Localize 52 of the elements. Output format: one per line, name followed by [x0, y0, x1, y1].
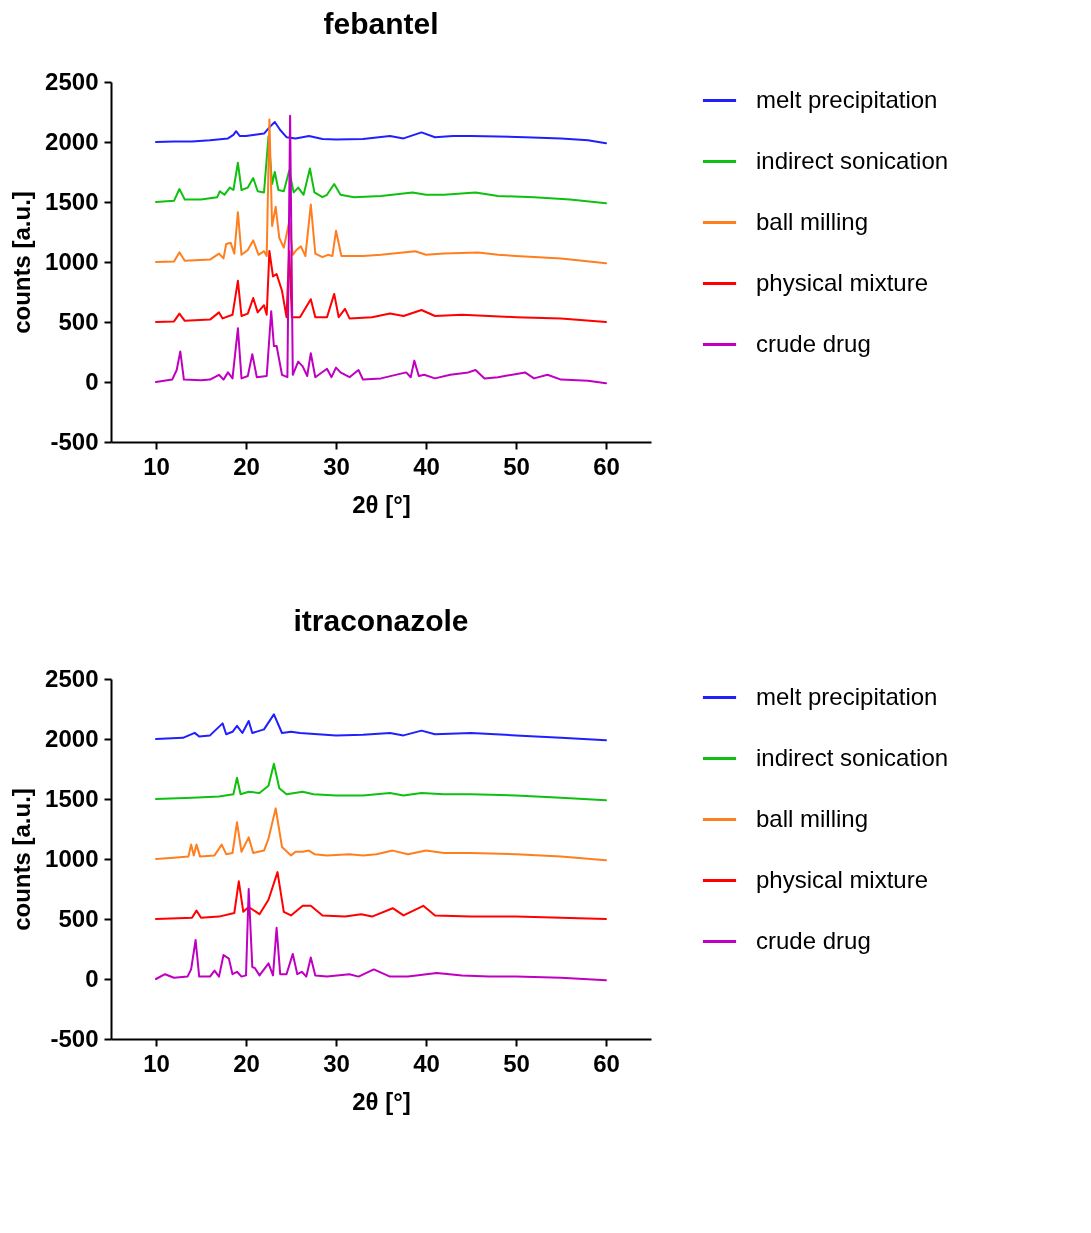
x-tick-label: 20	[233, 1049, 260, 1077]
line-series	[155, 807, 607, 862]
y-tick-label: 2000	[45, 127, 99, 155]
line-series	[155, 118, 607, 265]
line-series	[155, 762, 607, 802]
x-tick-label: 40	[413, 1049, 440, 1077]
x-tick-label: 60	[593, 452, 620, 480]
y-tick-label: -500	[50, 1024, 99, 1052]
y-tick-label: 2500	[45, 67, 99, 95]
y-tick-label: 0	[85, 367, 99, 395]
y-axis-title: counts [a.u.]	[8, 191, 36, 334]
x-tick-label: 50	[503, 452, 530, 480]
legend-label: indirect sonication	[756, 743, 949, 771]
y-tick-label: 1000	[45, 844, 99, 872]
y-tick-label: 500	[58, 307, 99, 335]
chart-title: itraconazole	[293, 604, 469, 637]
line-series	[155, 871, 607, 920]
chart-title: febantel	[323, 7, 439, 40]
x-tick-label: 30	[323, 452, 350, 480]
y-tick-label: 1500	[45, 187, 99, 215]
line-series	[155, 888, 607, 982]
line-series	[155, 114, 607, 385]
y-tick-label: 0	[85, 964, 99, 992]
y-tick-label: -500	[50, 427, 99, 455]
x-axis-title: 2θ [°]	[352, 490, 411, 518]
x-tick-label: 50	[503, 1049, 530, 1077]
line-series	[155, 713, 607, 742]
x-tick-label: 20	[233, 452, 260, 480]
line-series	[155, 135, 607, 205]
x-tick-label: 40	[413, 452, 440, 480]
x-tick-label: 10	[143, 1049, 170, 1077]
y-tick-label: 1000	[45, 247, 99, 275]
legend-label: melt precipitation	[756, 682, 938, 710]
x-tick-label: 10	[143, 452, 170, 480]
y-tick-label: 2000	[45, 724, 99, 752]
legend-label: physical mixture	[756, 865, 929, 893]
legend-label: ball milling	[756, 207, 869, 235]
y-tick-label: 1500	[45, 784, 99, 812]
y-axis-title: counts [a.u.]	[8, 788, 36, 931]
legend-label: physical mixture	[756, 268, 929, 296]
legend-label: ball milling	[756, 804, 869, 832]
legend-label: crude drug	[756, 926, 871, 954]
legend-label: indirect sonication	[756, 146, 949, 174]
y-tick-label: 2500	[45, 664, 99, 692]
x-tick-label: 60	[593, 1049, 620, 1077]
legend-label: melt precipitation	[756, 85, 938, 113]
line-series	[155, 120, 607, 145]
y-tick-label: 500	[58, 904, 99, 932]
x-axis-title: 2θ [°]	[352, 1087, 411, 1115]
legend-label: crude drug	[756, 329, 871, 357]
line-series	[155, 249, 607, 323]
x-tick-label: 30	[323, 1049, 350, 1077]
